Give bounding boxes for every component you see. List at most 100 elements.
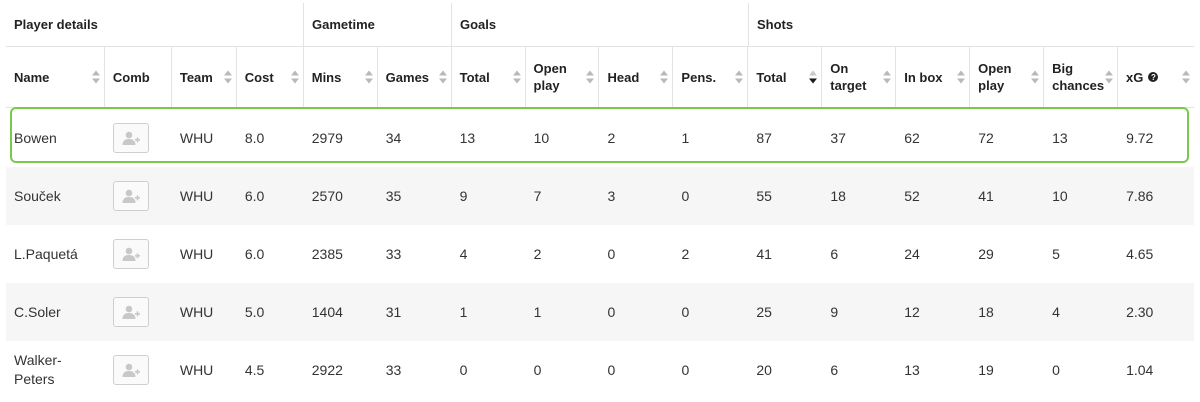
col-header-on-target[interactable]: On target <box>822 47 897 107</box>
col-header-xg[interactable]: xG? <box>1118 47 1194 107</box>
head-cell: 3 <box>607 188 616 204</box>
mins-cell: 2570 <box>311 188 343 204</box>
goals-open-play-cell: 1 <box>533 304 542 320</box>
team-cell: WHU <box>179 246 214 262</box>
goals-total-cell: 1 <box>459 304 468 320</box>
col-header-pens[interactable]: Pens. <box>673 47 749 107</box>
pens-cell: 2 <box>681 246 690 262</box>
player-name[interactable]: C.Soler <box>14 304 61 320</box>
col-header-goals-open-play[interactable]: Open play <box>526 47 600 107</box>
col-header-label: Total <box>756 69 787 85</box>
big-chances-cell: 5 <box>1052 246 1060 262</box>
shots-open-play-cell: 19 <box>978 362 994 378</box>
shots-open-play-cell: 72 <box>978 130 994 146</box>
games-cell: 34 <box>385 130 402 146</box>
add-to-comb-button[interactable] <box>112 181 149 211</box>
team-cell: WHU <box>179 188 214 204</box>
sort-icon <box>1031 70 1040 84</box>
add-user-icon <box>122 363 140 377</box>
table-row[interactable]: Bowen WHU 8.0 2979 34 13 10 2 1 87 37 62… <box>6 109 1194 167</box>
col-header-in-box[interactable]: In box <box>896 47 971 107</box>
col-header-label: Cost <box>244 69 274 85</box>
goals-open-play-cell: 2 <box>533 246 542 262</box>
mins-cell: 2385 <box>311 246 343 262</box>
player-name[interactable]: Bowen <box>14 130 57 146</box>
shots-total-cell: 55 <box>756 188 772 204</box>
mins-cell: 2922 <box>311 362 343 378</box>
goals-total-cell: 13 <box>459 130 476 146</box>
col-header-name[interactable]: Name <box>6 47 105 107</box>
add-to-comb-button[interactable] <box>112 355 149 385</box>
help-icon[interactable]: ? <box>1148 72 1159 82</box>
mins-cell: 2979 <box>311 130 343 146</box>
sort-icon <box>91 70 100 84</box>
add-to-comb-button[interactable] <box>112 123 149 153</box>
sort-icon <box>1181 70 1190 84</box>
table-row[interactable]: C.Soler WHU 5.0 1404 31 1 1 0 0 25 9 12 … <box>6 283 1194 341</box>
col-header-label: Big chances <box>1052 61 1105 93</box>
add-user-icon <box>122 131 140 145</box>
in-box-cell: 12 <box>904 304 920 320</box>
xg-cell: 7.86 <box>1126 188 1154 204</box>
add-user-icon <box>122 247 140 261</box>
col-header-label: Head <box>607 69 640 85</box>
xg-cell: 2.30 <box>1126 304 1154 320</box>
shots-open-play-cell: 41 <box>978 188 994 204</box>
team-cell: WHU <box>179 304 214 320</box>
goals-open-play-cell: 10 <box>533 130 550 146</box>
col-header-label: Name <box>14 69 50 85</box>
head-cell: 0 <box>607 304 616 320</box>
goals-open-play-cell: 0 <box>533 362 542 378</box>
col-header-shots-total[interactable]: Total <box>748 47 823 107</box>
on-target-cell: 18 <box>830 188 846 204</box>
big-chances-cell: 10 <box>1052 188 1068 204</box>
on-target-cell: 6 <box>830 246 839 262</box>
add-to-comb-button[interactable] <box>112 297 149 327</box>
cost-cell: 8.0 <box>244 130 265 146</box>
col-header-label: Comb <box>112 69 150 85</box>
group-goals: Goals <box>452 3 749 46</box>
player-name[interactable]: Souček <box>14 188 61 204</box>
col-header-label: Total <box>459 69 490 85</box>
big-chances-cell: 4 <box>1052 304 1060 320</box>
shots-open-play-cell: 29 <box>978 246 994 262</box>
col-header-team[interactable]: Team <box>172 47 237 107</box>
table-row[interactable]: Souček WHU 6.0 2570 35 9 7 3 0 55 18 52 … <box>6 167 1194 225</box>
group-player-details: Player details <box>6 3 304 46</box>
cost-cell: 5.0 <box>244 304 265 320</box>
col-header-games[interactable]: Games <box>378 47 452 107</box>
head-cell: 0 <box>607 246 616 262</box>
add-to-comb-button[interactable] <box>112 239 149 269</box>
col-header-label: Open play <box>533 61 567 93</box>
table-row[interactable]: L.Paquetá WHU 6.0 2385 33 4 2 0 2 41 6 2… <box>6 225 1194 283</box>
col-header-label: Mins <box>311 69 342 85</box>
in-box-cell: 13 <box>904 362 920 378</box>
sort-icon <box>364 70 373 84</box>
sort-icon <box>957 70 966 84</box>
in-box-cell: 52 <box>904 188 920 204</box>
table-row[interactable]: Walker-Peters WHU 4.5 2922 33 0 0 0 0 20… <box>6 341 1194 399</box>
games-cell: 35 <box>385 188 402 204</box>
col-header-big-chances[interactable]: Big chances <box>1044 47 1119 107</box>
on-target-cell: 37 <box>830 130 846 146</box>
sort-icon <box>223 70 232 84</box>
shots-total-cell: 25 <box>756 304 772 320</box>
add-user-icon <box>122 189 140 203</box>
col-header-mins[interactable]: Mins <box>304 47 378 107</box>
xg-cell: 4.65 <box>1126 246 1154 262</box>
col-header-head[interactable]: Head <box>599 47 674 107</box>
col-header-goals-total[interactable]: Total <box>452 47 526 107</box>
games-cell: 33 <box>385 246 402 262</box>
cost-cell: 6.0 <box>244 188 265 204</box>
goals-total-cell: 9 <box>459 188 468 204</box>
col-header-cost[interactable]: Cost <box>237 47 304 107</box>
team-cell: WHU <box>179 130 214 146</box>
col-header-shots-open-play[interactable]: Open play <box>970 47 1045 107</box>
column-header-row: Name Comb Team Cost Mins Games Total Ope… <box>6 46 1194 108</box>
in-box-cell: 24 <box>904 246 920 262</box>
sort-icon <box>883 70 892 84</box>
games-cell: 31 <box>385 304 402 320</box>
player-name[interactable]: Walker-Peters <box>14 352 62 387</box>
player-name[interactable]: L.Paquetá <box>14 246 78 262</box>
big-chances-cell: 13 <box>1052 130 1068 146</box>
